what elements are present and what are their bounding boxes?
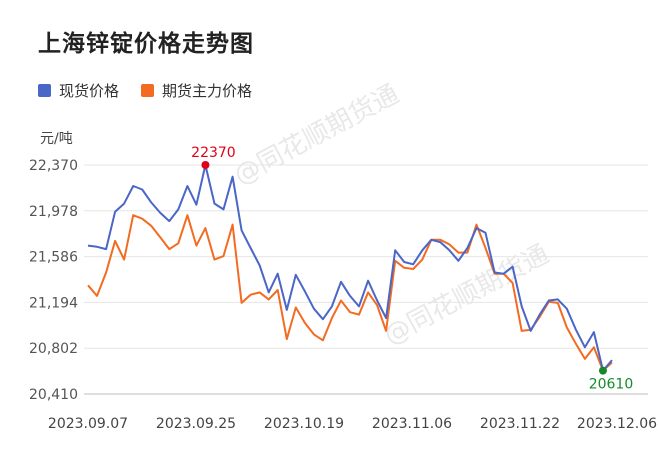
y-tick-label: 21,194 [29, 295, 78, 311]
watermark-1: @同花顺期货通 [379, 239, 554, 351]
x-tick-label: 2023.11.06 [372, 416, 452, 432]
x-tick-label: 2023.09.07 [48, 416, 128, 432]
legend-label-futures: 期货主力价格 [162, 82, 253, 100]
min-label: 20610 [589, 377, 634, 393]
chart-title: 上海锌锭价格走势图 [38, 31, 254, 57]
legend-swatch-spot [38, 84, 51, 97]
watermark-0: @同花顺期货通 [229, 79, 404, 191]
legend-item-spot[interactable]: 现货价格 [38, 80, 119, 101]
legend-label-spot: 现货价格 [59, 82, 120, 100]
y-tick-label: 20,802 [29, 341, 78, 357]
y-tick-label: 22,370 [29, 158, 78, 174]
max-label: 22370 [191, 145, 236, 161]
chart-legend: 现货价格 期货主力价格 [38, 80, 252, 101]
legend-swatch-futures [141, 84, 155, 97]
y-tick-label: 21,586 [29, 250, 78, 266]
x-tick-label: 2023.10.19 [264, 416, 344, 432]
y-tick-label: 21,978 [29, 204, 78, 220]
series-line-futures [87, 214, 613, 372]
min-marker [598, 366, 607, 375]
legend-item-futures[interactable]: 期货主力价格 [141, 80, 252, 101]
x-tick-label: 2023.11.22 [480, 416, 560, 432]
max-marker [201, 161, 210, 169]
series-line-spot [87, 164, 613, 372]
y-tick-label: 20,410 [29, 387, 78, 403]
x-tick-label: 2023.09.25 [156, 416, 236, 432]
y-axis-unit: 元/吨 [40, 131, 73, 147]
x-tick-label: 2023.12.06 [577, 416, 657, 432]
